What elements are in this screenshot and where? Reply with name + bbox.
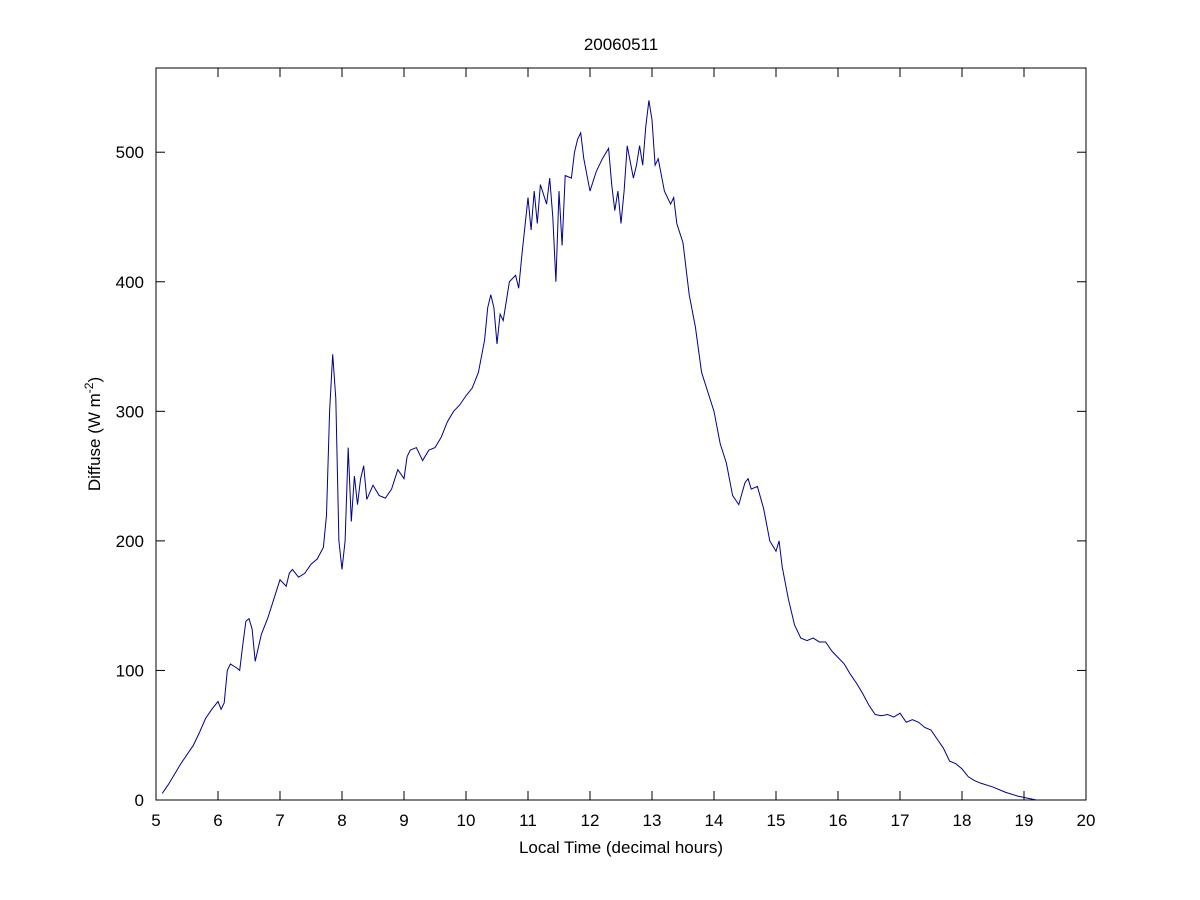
y-tick-label: 400	[116, 273, 144, 292]
x-tick-label: 19	[1015, 811, 1034, 830]
data-line	[161, 100, 1037, 801]
y-tick-label: 100	[116, 661, 144, 680]
x-tick-label: 15	[767, 811, 786, 830]
x-axis-label: Local Time (decimal hours)	[519, 838, 723, 857]
x-tick-label: 18	[953, 811, 972, 830]
x-tick-label: 8	[337, 811, 346, 830]
x-tick-label: 9	[399, 811, 408, 830]
x-tick-label: 17	[891, 811, 910, 830]
x-tick-label: 11	[519, 811, 537, 830]
y-axis-label-text: )	[85, 377, 104, 383]
y-tick-label: 0	[135, 791, 144, 810]
y-tick-label: 300	[116, 402, 144, 421]
x-tick-label: 16	[829, 811, 848, 830]
x-tick-label: 20	[1077, 811, 1096, 830]
x-tick-label: 7	[275, 811, 284, 830]
plot-frame	[155, 67, 1087, 801]
y-tick-label: 200	[116, 532, 144, 551]
x-tick-label: 10	[457, 811, 476, 830]
chart-title: 20060511	[584, 35, 658, 54]
y-axis-label-text: Diffuse (W m	[85, 393, 104, 491]
x-tick-label: 6	[213, 811, 222, 830]
x-tick-label: 13	[643, 811, 662, 830]
y-axis-label: Diffuse (W m-2)	[82, 377, 104, 491]
y-tick-label: 500	[116, 143, 144, 162]
x-tick-label: 12	[581, 811, 600, 830]
y-axis-label-superscript: -2	[82, 382, 96, 393]
x-tick-label: 5	[151, 811, 160, 830]
x-tick-label: 14	[705, 811, 724, 830]
